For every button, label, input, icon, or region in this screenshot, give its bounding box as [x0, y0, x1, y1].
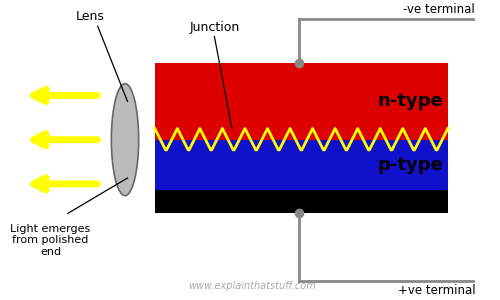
- Bar: [155, 63, 448, 140]
- Text: p-type: p-type: [377, 156, 443, 174]
- Text: Lens: Lens: [76, 10, 104, 23]
- Text: n-type: n-type: [377, 92, 443, 110]
- Bar: [155, 190, 448, 213]
- Text: -ve terminal: -ve terminal: [404, 3, 475, 16]
- Ellipse shape: [112, 84, 138, 196]
- Text: Junction: Junction: [190, 21, 240, 34]
- Text: Light emerges
from polished
end: Light emerges from polished end: [10, 224, 90, 257]
- Text: +ve terminal: +ve terminal: [398, 284, 475, 297]
- Bar: [155, 140, 448, 190]
- Text: www.explainthatstuff.com: www.explainthatstuff.com: [188, 281, 316, 292]
